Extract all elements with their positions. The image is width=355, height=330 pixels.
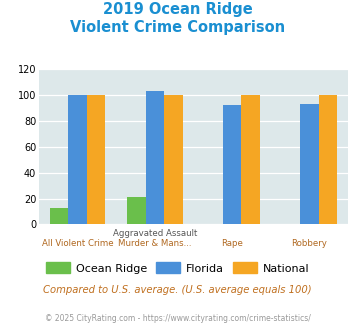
Text: Aggravated Assault: Aggravated Assault bbox=[113, 229, 197, 238]
Text: 2019 Ocean Ridge: 2019 Ocean Ridge bbox=[103, 2, 252, 16]
Bar bbox=[69, 95, 87, 224]
Bar bbox=[241, 95, 260, 224]
Bar bbox=[127, 197, 146, 224]
Text: Violent Crime Comparison: Violent Crime Comparison bbox=[70, 20, 285, 35]
Text: Rape: Rape bbox=[221, 239, 243, 248]
Text: Robbery: Robbery bbox=[291, 239, 327, 248]
Bar bbox=[164, 95, 183, 224]
Bar bbox=[50, 208, 69, 224]
Legend: Ocean Ridge, Florida, National: Ocean Ridge, Florida, National bbox=[41, 258, 314, 278]
Bar bbox=[318, 95, 337, 224]
Text: All Violent Crime: All Violent Crime bbox=[42, 239, 114, 248]
Text: Murder & Mans...: Murder & Mans... bbox=[118, 239, 192, 248]
Text: © 2025 CityRating.com - https://www.cityrating.com/crime-statistics/: © 2025 CityRating.com - https://www.city… bbox=[45, 314, 310, 323]
Text: Compared to U.S. average. (U.S. average equals 100): Compared to U.S. average. (U.S. average … bbox=[43, 285, 312, 295]
Bar bbox=[87, 95, 105, 224]
Bar bbox=[300, 104, 318, 224]
Bar bbox=[146, 91, 164, 224]
Bar bbox=[223, 106, 241, 224]
